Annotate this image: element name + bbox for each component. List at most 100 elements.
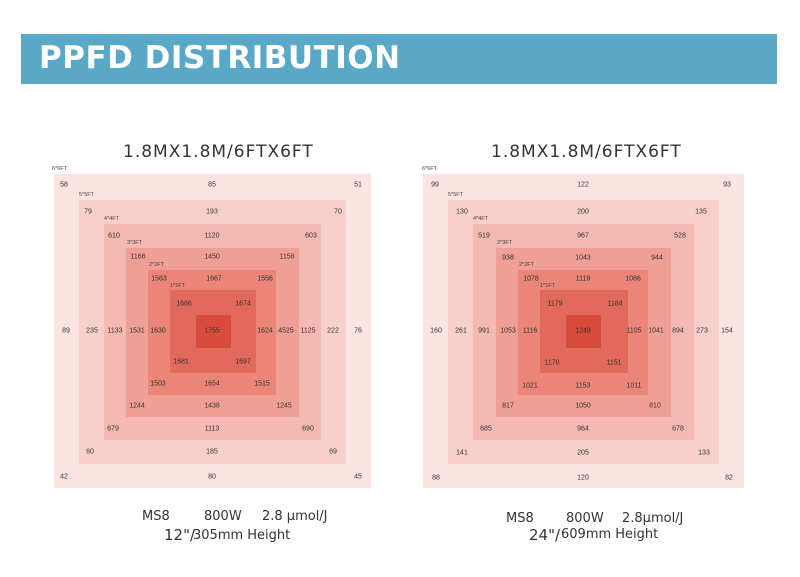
ppfd-value: 1503: [150, 380, 166, 388]
footer-height-mm: 305mm Height: [193, 528, 291, 543]
ppfd-value: 193: [206, 208, 218, 216]
ppfd-value: 1244: [129, 402, 145, 410]
ppfd-value: 528: [674, 232, 686, 240]
ppfd-value: 51: [354, 181, 362, 189]
ppfd-value: 1686: [176, 300, 192, 308]
ppfd-value: 938: [502, 254, 514, 262]
ppfd-value: 1151: [606, 359, 622, 367]
ppfd-value: 894: [672, 327, 684, 335]
ppfd-value: 160: [430, 327, 442, 335]
ppfd-value: 1125: [300, 327, 316, 335]
square-label-1x1: 1*1FT: [170, 283, 185, 289]
square-center: [566, 315, 601, 348]
ppfd-value: 133: [698, 449, 710, 457]
header-banner: PPFD DISTRIBUTION: [21, 34, 777, 84]
ppfd-value: 1170: [544, 359, 560, 367]
square-center: [196, 315, 231, 348]
ppfd-value: 1105: [626, 327, 642, 335]
footer-power: 800W: [566, 511, 604, 526]
ppfd-value: 80: [208, 473, 216, 481]
ppfd-value: 79: [84, 208, 92, 216]
page-title: PPFD DISTRIBUTION: [39, 40, 401, 76]
square-label-3x3: 3*3FT: [127, 240, 142, 246]
ppfd-value: 273: [696, 327, 708, 335]
ppfd-value: 93: [723, 181, 731, 189]
ppfd-value: 1021: [522, 382, 538, 390]
footer-height-inch: 24"/: [529, 526, 561, 544]
ppfd-value: 1515: [254, 380, 270, 388]
ppfd-value: 200: [577, 208, 589, 216]
ppfd-value: 1113: [204, 425, 220, 433]
square-label-4x4: 4*4FT: [104, 216, 119, 222]
ppfd-value: 1245: [276, 402, 292, 410]
ppfd-value: 810: [649, 402, 661, 410]
ppfd-value: 1438: [204, 402, 220, 410]
ppfd-value: 141: [456, 449, 468, 457]
ppfd-value: 120: [577, 474, 589, 482]
ppfd-value: 1043: [575, 254, 591, 262]
ppfd-panel-1: 1.8MX1.8M/6FTX6FT 6*6FT 5*5FT 4*4FT 3*3F…: [52, 142, 371, 544]
ppfd-value: 185: [206, 448, 218, 456]
square-label-1x1: 1*1FT: [540, 283, 555, 289]
ppfd-value: 817: [502, 402, 514, 410]
ppfd-value: 610: [108, 232, 120, 240]
footer-height-mm: 609mm Height: [561, 527, 659, 542]
ppfd-value: 261: [455, 327, 467, 335]
ppfd-value: 1179: [547, 300, 563, 308]
ppfd-value: 1120: [204, 232, 220, 240]
ppfd-value: 154: [721, 327, 733, 335]
ppfd-value: 70: [334, 208, 342, 216]
ppfd-value: 130: [456, 208, 468, 216]
ppfd-value: 603: [305, 232, 317, 240]
ppfd-value: 4525: [278, 327, 294, 335]
ppfd-value: 1011: [626, 382, 642, 390]
ppfd-value: 1116: [522, 327, 538, 335]
ppfd-value: 60: [86, 448, 94, 456]
ppfd-value: 1041: [648, 327, 664, 335]
ppfd-value: 235: [86, 327, 98, 335]
ppfd-value: 85: [208, 181, 216, 189]
ppfd-value: 1086: [625, 275, 641, 283]
ppfd-value: 1624: [257, 327, 273, 335]
ppfd-value: 944: [651, 254, 663, 262]
ppfd-value: 1184: [607, 300, 623, 308]
square-label-6x6: 6*6FT: [422, 166, 437, 172]
footer-height-inch: 12"/: [164, 526, 196, 544]
ppfd-value: 1050: [575, 402, 591, 410]
footer-power: 800W: [204, 509, 242, 524]
ppfd-value: 685: [480, 425, 492, 433]
ppfd-value: 1654: [204, 380, 220, 388]
ppfd-value: 1563: [151, 275, 167, 283]
ppfd-value: 1697: [235, 358, 251, 366]
footer-efficiency: 2.8 μmol/J: [262, 509, 328, 524]
ppfd-value: 76: [354, 327, 362, 335]
ppfd-panel-2: 1.8MX1.8M/6FTX6FT 6*6FT 5*5FT 4*4FT 3*3F…: [400, 0, 800, 577]
square-label-6x6: 6*6FT: [52, 166, 67, 172]
ppfd-value: 679: [107, 425, 119, 433]
ppfd-center-value: 1755: [204, 327, 220, 335]
ppfd-value: 678: [672, 425, 684, 433]
ppfd-value: 205: [577, 449, 589, 457]
ppfd-value: 964: [577, 425, 589, 433]
ppfd-value: 519: [478, 232, 490, 240]
ppfd-value: 99: [431, 181, 439, 189]
ppfd-value: 1158: [279, 253, 295, 261]
footer-efficiency: 2.8μmol/J: [622, 511, 684, 526]
square-label-2x2: 2*2FT: [519, 262, 534, 268]
ppfd-value: 1119: [575, 275, 591, 283]
ppfd-value: 1450: [204, 253, 220, 261]
ppfd-value: 45: [354, 473, 362, 481]
ppfd-value: 1674: [235, 300, 251, 308]
ppfd-value: 1531: [129, 327, 145, 335]
square-label-5x5: 5*5FT: [448, 192, 463, 198]
ppfd-value: 222: [327, 327, 339, 335]
ppfd-value: 690: [302, 425, 314, 433]
ppfd-value: 1078: [523, 275, 539, 283]
square-label-5x5: 5*5FT: [79, 192, 94, 198]
ppfd-value: 1053: [500, 327, 516, 335]
ppfd-value: 42: [60, 473, 68, 481]
panel-title: 1.8MX1.8M/6FTX6FT: [123, 142, 314, 162]
footer-model: MS8: [142, 509, 170, 524]
panel-title: 1.8MX1.8M/6FTX6FT: [491, 142, 682, 162]
ppfd-value: 122: [577, 181, 589, 189]
